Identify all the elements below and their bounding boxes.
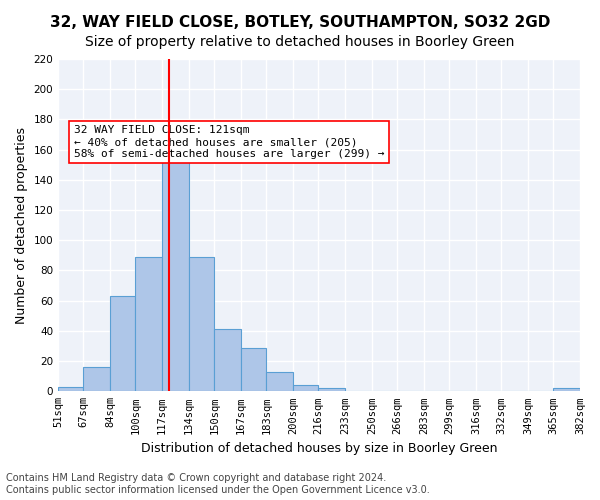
Bar [83,367,110,392]
Bar [214,330,241,392]
Bar [189,257,214,392]
Text: 32, WAY FIELD CLOSE, BOTLEY, SOUTHAMPTON, SO32 2GD: 32, WAY FIELD CLOSE, BOTLEY, SOUTHAMPTON… [50,15,550,30]
X-axis label: Distribution of detached houses by size in Boorley Green: Distribution of detached houses by size … [141,442,497,455]
Text: Size of property relative to detached houses in Boorley Green: Size of property relative to detached ho… [85,35,515,49]
Bar [241,348,266,392]
Y-axis label: Number of detached properties: Number of detached properties [15,126,28,324]
Bar [293,386,318,392]
Bar [162,128,189,392]
Bar [110,296,136,392]
Bar [318,388,345,392]
Bar [136,257,162,392]
Text: Contains HM Land Registry data © Crown copyright and database right 2024.
Contai: Contains HM Land Registry data © Crown c… [6,474,430,495]
Bar [266,372,293,392]
Text: 32 WAY FIELD CLOSE: 121sqm
← 40% of detached houses are smaller (205)
58% of sem: 32 WAY FIELD CLOSE: 121sqm ← 40% of deta… [74,126,385,158]
Bar [553,388,580,392]
Bar [58,387,83,392]
